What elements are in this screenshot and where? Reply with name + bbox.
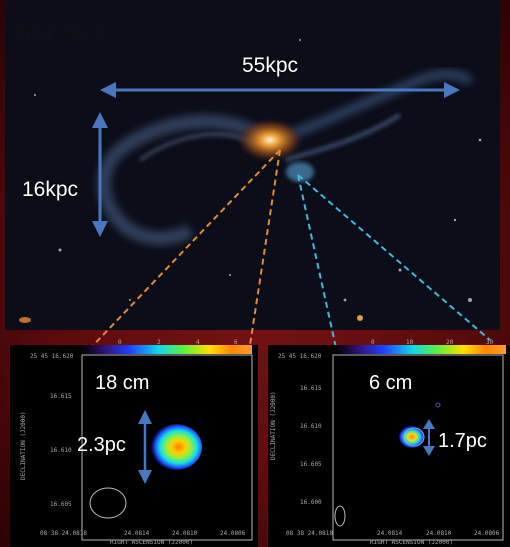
horizontal-scale-arrow	[100, 82, 460, 98]
xtick-6cm-2: 24.0810	[426, 530, 452, 537]
band-label-6cm: 6 cm	[369, 372, 413, 394]
size-arrow-18cm	[138, 410, 152, 484]
cbar-tick-6cm-1: 10	[406, 339, 414, 346]
zoom-lines-6cm	[297, 174, 491, 358]
beam-18cm	[89, 487, 127, 519]
galaxy-photo	[5, 0, 500, 330]
xtick-18cm-2: 24.0810	[172, 530, 198, 537]
cbar-tick-6cm-0: 0	[371, 339, 375, 346]
xtick-6cm-1: 24.0814	[377, 530, 403, 537]
xtick-18cm-0: 08 38 24.0818	[40, 530, 87, 537]
cbar-tick-18cm-1: 2	[157, 339, 161, 346]
ylabel-18cm: DECLINATION (J2000)	[20, 411, 27, 480]
zoom-lines-18cm	[81, 149, 281, 358]
radio-map-6cm	[268, 345, 510, 547]
radio-map-18cm	[10, 345, 258, 547]
xtick-6cm-3: 24.0806	[474, 530, 500, 537]
xtick-6cm-0: 08 38 24.0818	[286, 530, 333, 537]
band-label-18cm: 18 cm	[95, 372, 150, 394]
ytick-6cm-1: 16.615	[300, 385, 322, 392]
cbar-tick-18cm-2: 4	[196, 339, 200, 346]
ytick-18cm-2: 16.610	[50, 447, 72, 454]
beam-6cm	[334, 505, 346, 527]
colorbar-18cm	[82, 345, 252, 354]
ytick-18cm-1: 16.615	[50, 393, 72, 400]
xlabel-18cm: RIGHT ASCENSION (J2000)	[110, 539, 193, 546]
horizontal-scale-label: 55kpc	[242, 54, 299, 77]
ytick-18cm-0: 25 45 16.620	[30, 353, 74, 360]
ytick-18cm-3: 16.605	[50, 501, 72, 508]
cbar-tick-18cm-0: 0	[118, 339, 122, 346]
vertical-scale-label: 16kpc	[22, 178, 79, 201]
galaxy-name: NGC2623	[16, 24, 105, 46]
cbar-tick-6cm-2: 20	[446, 339, 454, 346]
xtick-18cm-1: 24.0814	[124, 530, 150, 537]
ytick-6cm-2: 16.610	[300, 423, 322, 430]
size-label-18cm: 2.3pc	[77, 434, 126, 456]
cbar-tick-18cm-3: 6	[234, 339, 238, 346]
size-label-6cm: 1.7pc	[438, 430, 487, 452]
ytick-6cm-0: 25 45 16.620	[278, 353, 322, 360]
size-arrow-6cm	[423, 419, 435, 456]
colorbar-6cm	[336, 345, 506, 354]
ytick-6cm-3: 16.605	[300, 461, 322, 468]
xtick-18cm-3: 24.0806	[220, 530, 246, 537]
ylabel-6cm: DECLINATION (J2000)	[270, 391, 277, 460]
vertical-scale-arrow	[92, 112, 108, 237]
ytick-6cm-4: 16.600	[300, 499, 322, 506]
xlabel-6cm: RIGHT ASCENSION (J2000)	[370, 539, 453, 546]
cbar-tick-6cm-3: 30	[486, 339, 494, 346]
